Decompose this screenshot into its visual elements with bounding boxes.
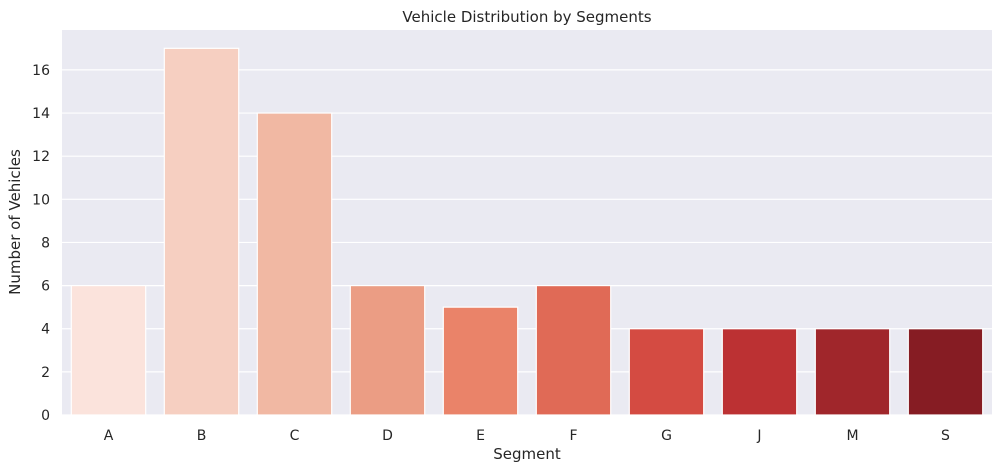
x-tick-label: S — [941, 428, 950, 444]
x-tick-label: B — [197, 428, 207, 444]
bar-c — [256, 112, 333, 416]
bar-e — [442, 306, 519, 416]
y-tick-label: 16 — [32, 63, 50, 79]
y-axis-title: Number of Vehicles — [6, 149, 24, 295]
chart-title: Vehicle Distribution by Segments — [402, 8, 651, 26]
x-tick-label: C — [290, 428, 300, 444]
x-tick-label: F — [569, 428, 577, 444]
x-tick-label: J — [756, 428, 761, 444]
bar-m — [814, 328, 891, 416]
bar-j — [721, 328, 798, 416]
bars — [70, 47, 984, 416]
x-tick-label: D — [382, 428, 393, 444]
bar-a — [70, 284, 147, 416]
x-tick-label: A — [104, 428, 114, 444]
x-axis-title: Segment — [493, 445, 561, 463]
bar-s — [907, 328, 984, 416]
bar-d — [349, 284, 426, 416]
y-tick-label: 14 — [32, 106, 50, 122]
x-tick-label: E — [476, 428, 485, 444]
x-tick-label: G — [661, 428, 672, 444]
bar-f — [535, 284, 612, 416]
y-tick-label: 0 — [41, 408, 50, 424]
y-tick-label: 8 — [41, 235, 50, 251]
y-tick-label: 2 — [41, 365, 50, 381]
bar-g — [628, 328, 705, 416]
bar-b — [163, 47, 240, 416]
y-tick-label: 6 — [41, 279, 50, 295]
x-tick-label: M — [846, 428, 858, 444]
y-tick-label: 12 — [32, 149, 50, 165]
y-axis-ticks: 0 2 4 6 8 10 12 14 16 — [32, 63, 50, 424]
y-tick-label: 4 — [41, 322, 50, 338]
y-tick-label: 10 — [32, 192, 50, 208]
